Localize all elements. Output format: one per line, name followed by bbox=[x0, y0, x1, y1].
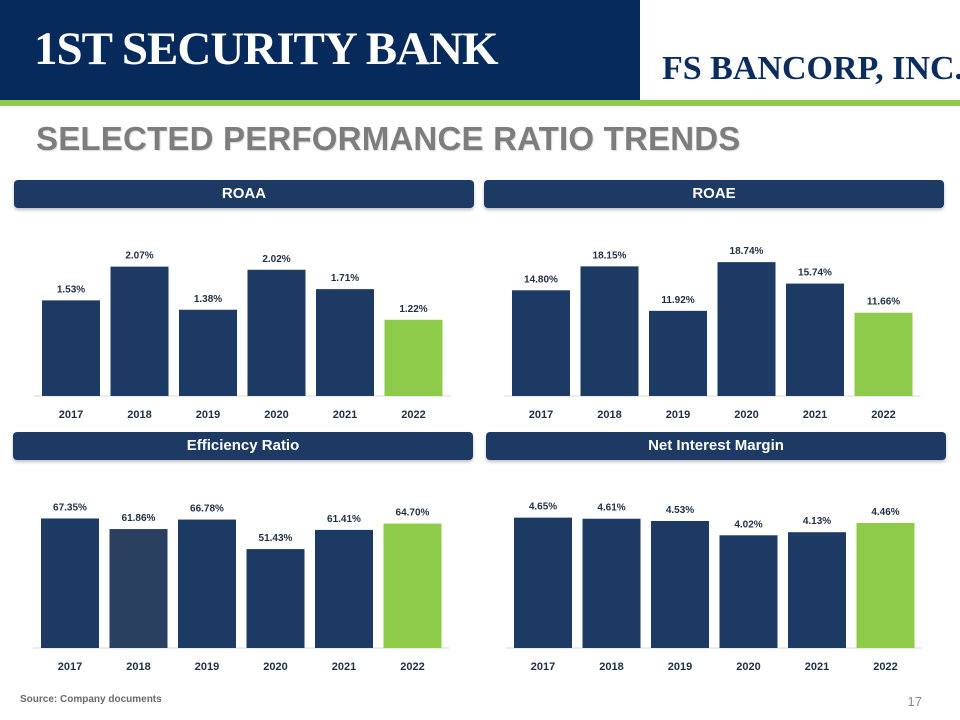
bar-2019 bbox=[179, 309, 237, 396]
data-label-2021: 1.71% bbox=[331, 273, 359, 284]
bar-2021 bbox=[316, 289, 374, 396]
header-divider bbox=[0, 100, 960, 106]
data-label-2020: 51.43% bbox=[259, 533, 293, 544]
category-label-2020: 2020 bbox=[263, 661, 287, 673]
bar-2022 bbox=[384, 319, 443, 396]
category-label-2022: 2022 bbox=[400, 661, 424, 673]
bar-2017 bbox=[514, 517, 572, 648]
bank-logo: 1ST SECURITY BANK bbox=[34, 23, 499, 75]
data-label-2020: 18.74% bbox=[730, 246, 764, 257]
chart-efficiency-ratio: 67.35% 2017 61.86% 2018 66.78% 2019 51.43% 2020… bbox=[33, 502, 450, 673]
bar-2020 bbox=[246, 549, 305, 648]
data-label-2019: 66.78% bbox=[190, 504, 224, 515]
data-label-2021: 4.13% bbox=[803, 516, 831, 527]
category-label-2018: 2018 bbox=[126, 661, 150, 673]
data-label-2018: 61.86% bbox=[122, 513, 156, 524]
data-label-2020: 4.02% bbox=[734, 519, 762, 530]
chart-roae: 14.80% 2017 18.15% 2018 11.92% 2019 18.74% 2020… bbox=[504, 246, 921, 421]
data-label-2019: 4.53% bbox=[666, 505, 694, 516]
data-label-2022: 4.46% bbox=[871, 507, 899, 518]
page-title: SELECTED PERFORMANCE RATIO TRENDS bbox=[36, 120, 741, 157]
bar-2018 bbox=[110, 266, 169, 396]
data-label-2018: 2.07% bbox=[125, 251, 153, 262]
parent-company-logo: FS BANCORP, INC. bbox=[662, 50, 960, 87]
category-label-2020: 2020 bbox=[734, 409, 758, 421]
bar-2017 bbox=[41, 518, 99, 648]
data-label-2022: 1.22% bbox=[399, 304, 427, 315]
chart-header-net-interest-margin: Net Interest Margin bbox=[486, 432, 946, 460]
bar-2022 bbox=[383, 523, 442, 648]
data-label-2017: 4.65% bbox=[529, 502, 557, 513]
data-label-2017: 1.53% bbox=[57, 284, 85, 295]
page-number: 17 bbox=[907, 694, 922, 709]
bar-2020 bbox=[719, 535, 778, 648]
bar-2019 bbox=[178, 519, 236, 648]
source-note: Source: Company documents bbox=[20, 694, 162, 705]
data-label-2018: 4.61% bbox=[597, 503, 625, 514]
bar-2022 bbox=[854, 312, 913, 396]
category-label-2017: 2017 bbox=[529, 409, 553, 421]
data-label-2018: 18.15% bbox=[593, 250, 627, 261]
category-label-2018: 2018 bbox=[597, 409, 621, 421]
category-label-2019: 2019 bbox=[668, 661, 692, 673]
header-banner: 1ST SECURITY BANK bbox=[0, 0, 640, 100]
data-label-2020: 2.02% bbox=[262, 254, 290, 265]
data-label-2022: 11.66% bbox=[867, 297, 900, 308]
category-label-2017: 2017 bbox=[59, 409, 83, 421]
bar-2017 bbox=[42, 300, 100, 396]
category-label-2017: 2017 bbox=[531, 661, 555, 673]
bar-2021 bbox=[786, 283, 844, 396]
category-label-2022: 2022 bbox=[871, 409, 895, 421]
data-label-2021: 15.74% bbox=[798, 268, 832, 279]
category-label-2019: 2019 bbox=[666, 409, 690, 421]
category-label-2017: 2017 bbox=[58, 661, 82, 673]
bar-2020 bbox=[247, 269, 306, 396]
category-label-2018: 2018 bbox=[127, 409, 151, 421]
bar-2022 bbox=[856, 522, 915, 648]
category-label-2021: 2021 bbox=[803, 409, 827, 421]
bar-2019 bbox=[649, 310, 707, 396]
category-label-2020: 2020 bbox=[264, 409, 288, 421]
data-label-2017: 67.35% bbox=[53, 502, 87, 513]
bar-2018 bbox=[580, 266, 639, 396]
bar-2018 bbox=[582, 518, 641, 648]
bar-2019 bbox=[651, 520, 709, 648]
data-label-2019: 11.92% bbox=[661, 295, 694, 306]
chart-header-roaa: ROAA bbox=[14, 180, 474, 208]
category-label-2022: 2022 bbox=[873, 661, 897, 673]
category-label-2018: 2018 bbox=[599, 661, 623, 673]
chart-net-interest-margin: 4.65% 2017 4.61% 2018 4.53% 2019 4.02% 2020 4.13… bbox=[506, 502, 923, 673]
bar-2021 bbox=[315, 529, 373, 648]
category-label-2022: 2022 bbox=[401, 409, 425, 421]
data-label-2022: 64.70% bbox=[396, 508, 430, 519]
chart-roaa: 1.53% 2017 2.07% 2018 1.38% 2019 2.02% 2020 1.71… bbox=[34, 251, 451, 421]
bar-2017 bbox=[512, 290, 570, 396]
chart-header-roae: ROAE bbox=[484, 180, 944, 208]
category-label-2021: 2021 bbox=[333, 409, 357, 421]
category-label-2021: 2021 bbox=[805, 661, 829, 673]
category-label-2021: 2021 bbox=[332, 661, 356, 673]
bar-2021 bbox=[788, 532, 846, 648]
data-label-2021: 61.41% bbox=[327, 514, 361, 525]
data-label-2019: 1.38% bbox=[194, 294, 222, 305]
category-label-2019: 2019 bbox=[195, 661, 219, 673]
chart-header-efficiency-ratio: Efficiency Ratio bbox=[13, 432, 473, 460]
bar-2020 bbox=[717, 262, 776, 396]
bar-2018 bbox=[109, 529, 168, 648]
category-label-2020: 2020 bbox=[736, 661, 760, 673]
category-label-2019: 2019 bbox=[196, 409, 220, 421]
data-label-2017: 14.80% bbox=[524, 274, 558, 285]
